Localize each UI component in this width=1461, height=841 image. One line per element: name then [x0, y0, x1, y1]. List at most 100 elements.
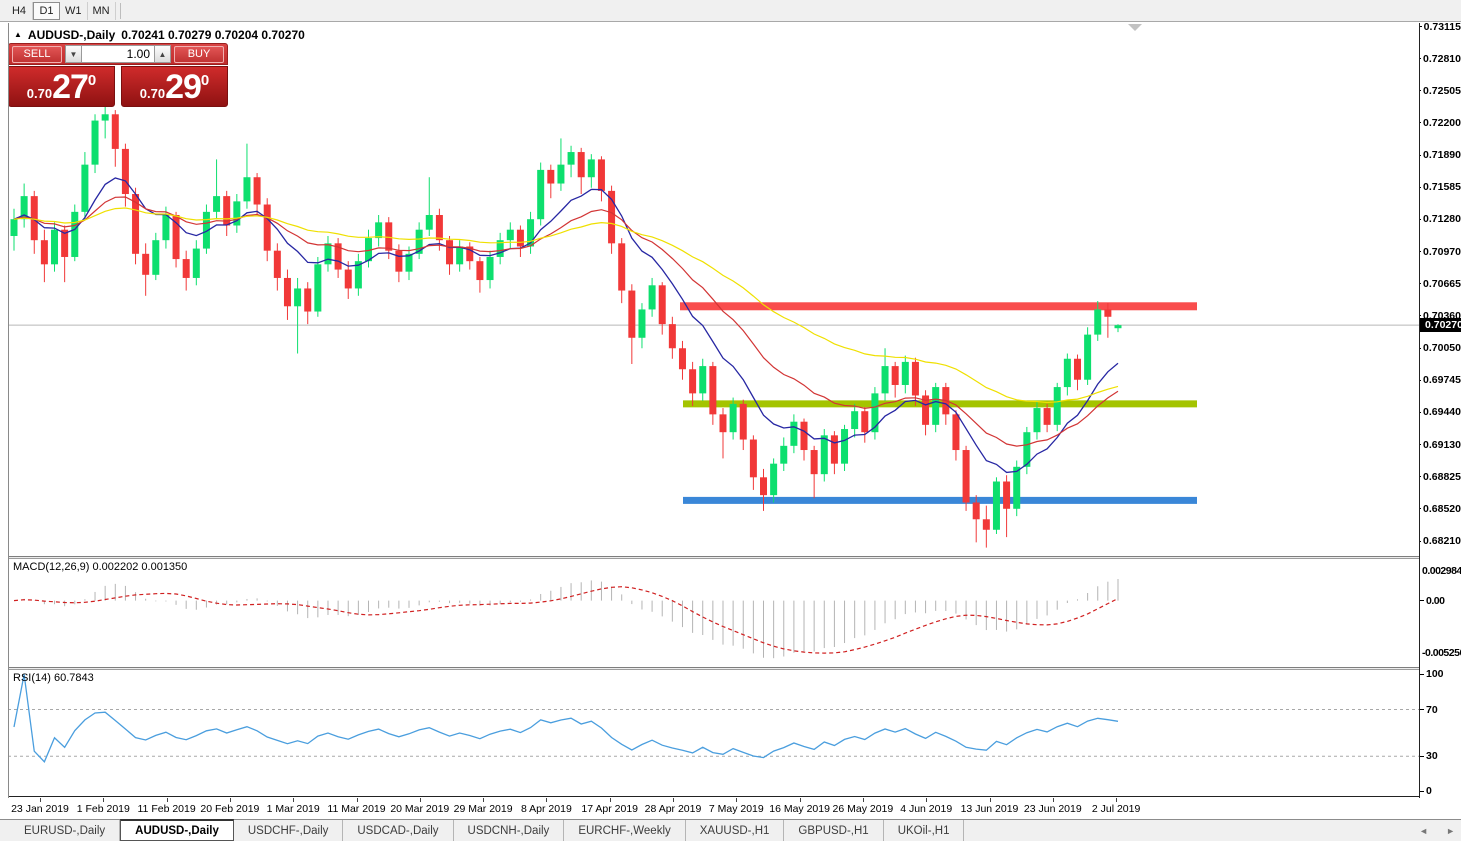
candle-body: [81, 164, 89, 212]
tick-dash: [1420, 26, 1422, 28]
tab-usdchf-daily[interactable]: USDCHF-,Daily: [234, 820, 344, 841]
rsi-line: [13, 674, 1119, 763]
tab-eurusd-daily[interactable]: EURUSD-,Daily: [10, 820, 121, 841]
candle-body: [648, 285, 656, 310]
tab-xauusd-h1[interactable]: XAUUSD-,H1: [686, 820, 785, 841]
candle-body: [20, 196, 28, 220]
candle-body: [385, 222, 393, 251]
candle-body: [40, 240, 48, 265]
candle-body: [810, 450, 818, 475]
rsi-axis-label: 30: [1420, 750, 1461, 762]
candle-body: [30, 196, 38, 241]
buy-price-sup: 0: [200, 72, 210, 89]
candle-body: [891, 366, 899, 385]
candle-body: [344, 269, 352, 289]
candle-body: [101, 114, 109, 121]
tab-usdcad-daily[interactable]: USDCAD-,Daily: [343, 820, 454, 841]
price-tick-text: 0.72505: [1423, 84, 1461, 97]
rsi-indicator-pane[interactable]: [8, 670, 1419, 796]
candle-body: [283, 277, 291, 307]
candle-body: [932, 387, 940, 425]
candle-body: [780, 445, 788, 464]
candle-body: [577, 152, 585, 178]
candle-body: [314, 264, 322, 312]
buy-price-tile[interactable]: 0.70 29 0: [121, 66, 228, 107]
tick-dash: [1420, 411, 1422, 413]
volume-stepper: ▼ ▲: [65, 45, 171, 63]
candle-body: [800, 421, 808, 451]
date-label: 16 May 2019: [769, 803, 830, 815]
tab-audusd-daily[interactable]: AUDUSD-,Daily: [120, 819, 234, 841]
rsi-label: RSI(14) 60.7843: [13, 672, 94, 684]
tab-gbpusd-h1[interactable]: GBPUSD-,H1: [784, 820, 884, 841]
chart-title: ▲ AUDUSD-,Daily 0.70241 0.70279 0.70204 …: [14, 28, 305, 42]
candle-body: [830, 435, 838, 464]
candle-body: [841, 429, 849, 464]
volume-increase-button[interactable]: ▲: [154, 45, 171, 63]
date-tick: [103, 798, 105, 802]
date-tick: [862, 798, 864, 802]
macd-indicator-pane[interactable]: [8, 559, 1419, 667]
candle-body: [537, 169, 545, 220]
price-tick-label: 0.73115: [1420, 21, 1461, 33]
candle-body: [121, 148, 129, 195]
price-tick-label: 0.68210: [1420, 535, 1461, 547]
candle-body: [851, 411, 859, 430]
candle-body: [658, 285, 666, 325]
chart-title-ohlc: 0.70241 0.70279 0.70204 0.70270: [121, 28, 305, 42]
tab-usdcnh-daily[interactable]: USDCNH-,Daily: [454, 820, 565, 841]
tick-dash: [1420, 186, 1422, 188]
tab-scroll-arrows: ◄ ►: [1419, 820, 1455, 841]
price-tick-text: 0.70665: [1423, 277, 1461, 290]
date-label: 29 Mar 2019: [453, 803, 513, 815]
rsi-axis-text: 0: [1426, 785, 1432, 798]
candle-body: [1114, 325, 1122, 329]
pane-divider[interactable]: [8, 667, 1461, 670]
rsi-axis-text: 30: [1426, 750, 1438, 763]
candle-body: [213, 196, 221, 212]
candle-body: [364, 238, 372, 262]
candle-body: [527, 219, 535, 247]
candle-body: [506, 229, 514, 241]
macd-axis-text: 0.002984: [1422, 565, 1461, 578]
price-tick-text: 0.71585: [1423, 181, 1461, 194]
price-tick-text: 0.71890: [1423, 149, 1461, 162]
candle-body: [172, 215, 180, 260]
timeframe-button-mn[interactable]: MN: [88, 1, 116, 20]
candle-body: [415, 229, 423, 254]
chart-shift-marker-icon[interactable]: [1128, 24, 1142, 31]
sell-button[interactable]: SELL: [12, 45, 62, 63]
price-chart-pane[interactable]: [8, 23, 1419, 556]
tabs-scroll-right-button[interactable]: ►: [1446, 826, 1455, 836]
buy-button[interactable]: BUY: [174, 45, 224, 63]
candle-body: [1033, 408, 1041, 433]
price-tick-label: 0.72200: [1420, 117, 1461, 129]
tab-eurchf-weekly[interactable]: EURCHF-,Weekly: [564, 820, 686, 841]
price-tick-text: 0.70050: [1423, 342, 1461, 355]
timeframe-button-d1[interactable]: D1: [33, 1, 60, 20]
price-axis[interactable]: 0.73115 0.72810 0.72505 0.72200 0.71890 0.715…: [1420, 21, 1461, 798]
date-label: 2 Jul 2019: [1091, 803, 1141, 815]
tabs-scroll-left-button[interactable]: ◄: [1419, 826, 1429, 836]
volume-input[interactable]: [82, 45, 154, 63]
timeframe-button-h4[interactable]: H4: [6, 1, 33, 20]
volume-decrease-button[interactable]: ▼: [65, 45, 82, 63]
date-axis[interactable]: 23 Jan 2019 1 Feb 2019 11 Feb 2019 20 Feb 2…: [8, 798, 1419, 819]
pane-divider[interactable]: [8, 556, 1461, 559]
plot-right-border: [1419, 23, 1420, 798]
candle-body: [223, 196, 231, 226]
sell-price-tile[interactable]: 0.70 27 0: [8, 66, 115, 107]
candle-body: [273, 250, 281, 278]
date-label: 8 Apr 2019: [520, 803, 572, 815]
price-tick-label: 0.72505: [1420, 85, 1461, 97]
price-tick-text: 0.72810: [1423, 52, 1461, 65]
candle-body: [547, 169, 555, 184]
candle-body: [152, 240, 160, 275]
timeframe-button-w1[interactable]: W1: [60, 1, 88, 20]
candle-body: [132, 194, 140, 254]
chart-tab-bar: EURUSD-,Daily AUDUSD-,Daily USDCHF-,Daily U…: [0, 819, 1461, 841]
date-tick: [1116, 798, 1118, 802]
tab-ukoil-h1[interactable]: UKOil-,H1: [884, 820, 965, 841]
date-label: 11 Feb 2019: [137, 803, 196, 815]
